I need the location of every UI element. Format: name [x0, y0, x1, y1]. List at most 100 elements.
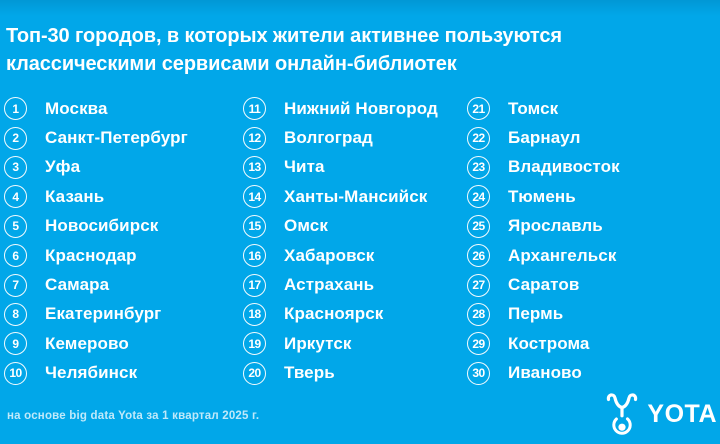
list-item: 4 Казань [4, 182, 188, 211]
city-label: Санкт-Петербург [45, 128, 188, 148]
city-label: Самара [45, 275, 110, 295]
rank-badge: 4 [4, 185, 27, 209]
rank-column: 21 Томск 22 Барнаул 23 Владивосток 24 Тюмень 25 Я… [467, 94, 620, 388]
city-label: Томск [508, 98, 559, 118]
rank-badge: 22 [467, 126, 490, 150]
rank-badge: 15 [243, 214, 266, 238]
city-label: Красноярск [284, 304, 384, 324]
rank-badge: 20 [243, 361, 266, 385]
rank-badge: 28 [467, 302, 490, 326]
list-item: 28 Пермь [467, 300, 620, 329]
list-item: 24 Тюмень [467, 182, 620, 211]
rank-badge: 9 [4, 332, 27, 356]
rank-badge: 12 [243, 126, 266, 150]
list-item: 11 Нижний Новгород [243, 94, 438, 123]
city-label: Барнаул [508, 128, 581, 148]
city-label: Чита [284, 157, 325, 177]
top-shade-gradient [0, 0, 720, 16]
rank-badge: 1 [4, 97, 27, 121]
rank-badge: 6 [4, 244, 27, 268]
city-label: Тюмень [508, 186, 576, 206]
rank-badge: 29 [467, 332, 490, 356]
list-item: 8 Екатеринбург [4, 300, 188, 329]
city-label: Краснодар [45, 245, 137, 265]
city-label: Иваново [508, 363, 582, 383]
list-item: 12 Волгоград [243, 123, 438, 152]
list-item: 23 Владивосток [467, 153, 620, 182]
city-label: Уфа [45, 157, 81, 177]
rank-badge: 16 [243, 244, 266, 268]
rank-badge: 18 [243, 302, 266, 326]
city-label: Москва [45, 98, 108, 118]
rank-badge: 19 [243, 332, 266, 356]
rank-column: 1 Москва 2 Санкт-Петербург 3 Уфа 4 Казань 5 Новос… [4, 94, 188, 388]
city-label: Архангельск [508, 245, 617, 265]
city-label: Астрахань [284, 275, 375, 295]
list-item: 13 Чита [243, 153, 438, 182]
rank-badge: 23 [467, 155, 490, 179]
title-line-1: Топ-30 городов, в которых жители активне… [6, 25, 562, 47]
list-item: 14 Ханты-Мансийск [243, 182, 438, 211]
yota-logomark-icon [607, 393, 638, 435]
city-label: Челябинск [45, 363, 138, 383]
rank-badge: 7 [4, 273, 27, 297]
rank-badge: 26 [467, 244, 490, 268]
list-item: 22 Барнаул [467, 123, 620, 152]
rank-column: 11 Нижний Новгород 12 Волгоград 13 Чита 14 Хант… [243, 94, 438, 388]
city-label: Владивосток [508, 157, 620, 177]
city-label: Кемерово [45, 333, 129, 353]
list-item: 27 Саратов [467, 270, 620, 299]
rank-badge: 11 [243, 97, 266, 121]
list-item: 1 Москва [4, 94, 188, 123]
rank-badge: 21 [467, 97, 490, 121]
city-label: Пермь [508, 304, 564, 324]
city-label: Ханты-Мансийск [284, 186, 428, 206]
city-label: Саратов [508, 275, 580, 295]
rank-badge: 8 [4, 302, 27, 326]
list-item: 10 Челябинск [4, 359, 188, 388]
list-item: 6 Краснодар [4, 241, 188, 270]
list-item: 26 Архангельск [467, 241, 620, 270]
list-item: 16 Хабаровск [243, 241, 438, 270]
list-item: 5 Новосибирск [4, 212, 188, 241]
rank-badge: 3 [4, 155, 27, 179]
source-note: на основе big data Yota за 1 квартал 202… [7, 410, 260, 422]
city-label: Нижний Новгород [284, 98, 438, 118]
rank-badge: 2 [4, 126, 27, 150]
list-item: 2 Санкт-Петербург [4, 123, 188, 152]
rank-badge: 27 [467, 273, 490, 297]
list-item: 21 Томск [467, 94, 620, 123]
brand-logo: YOTA [602, 391, 717, 437]
list-item: 9 Кемерово [4, 329, 188, 358]
city-label: Казань [45, 186, 105, 206]
rank-badge: 25 [467, 214, 490, 238]
list-item: 19 Иркутск [243, 329, 438, 358]
rank-badge: 24 [467, 185, 490, 209]
rank-badge: 17 [243, 273, 266, 297]
list-item: 25 Ярославль [467, 212, 620, 241]
page-title: Топ-30 городов, в которых жители активне… [6, 22, 562, 78]
list-item: 20 Тверь [243, 359, 438, 388]
list-item: 3 Уфа [4, 153, 188, 182]
city-label: Тверь [284, 363, 335, 383]
city-label: Кострома [508, 333, 590, 353]
rank-badge: 14 [243, 185, 266, 209]
ranking-list: 1 Москва 2 Санкт-Петербург 3 Уфа 4 Казань 5 Новос… [0, 94, 720, 394]
city-label: Иркутск [284, 333, 352, 353]
city-label: Новосибирск [45, 216, 159, 236]
rank-badge: 30 [467, 361, 490, 385]
list-item: 7 Самара [4, 270, 188, 299]
city-label: Екатеринбург [45, 304, 162, 324]
title-line-2: классическими сервисами онлайн-библиотек [6, 53, 457, 75]
rank-badge: 10 [4, 361, 27, 385]
list-item: 17 Астрахань [243, 270, 438, 299]
rank-badge: 5 [4, 214, 27, 238]
city-label: Омск [284, 216, 328, 236]
brand-wordmark: YOTA [647, 400, 717, 428]
city-label: Ярославль [508, 216, 603, 236]
list-item: 18 Красноярск [243, 300, 438, 329]
city-label: Волгоград [284, 128, 373, 148]
list-item: 29 Кострома [467, 329, 620, 358]
list-item: 15 Омск [243, 212, 438, 241]
